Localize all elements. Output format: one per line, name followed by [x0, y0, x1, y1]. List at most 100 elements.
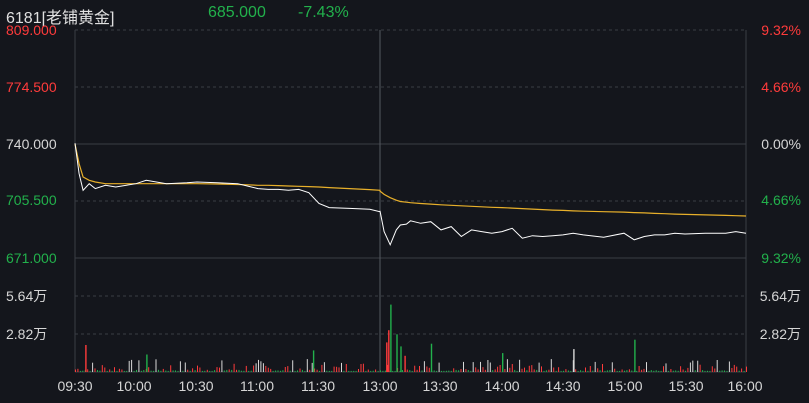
- volume-bar: [175, 370, 176, 372]
- volume-tick-label: 2.82万: [759, 326, 801, 342]
- volume-bar: [548, 369, 550, 372]
- volume-bar: [545, 370, 547, 372]
- volume-bar: [294, 370, 296, 372]
- volume-bar: [650, 370, 652, 372]
- volume-bar: [653, 370, 655, 372]
- volume-bar: [75, 369, 76, 372]
- volume-bar: [470, 370, 472, 372]
- volume-bar: [92, 362, 94, 372]
- volume-bar: [399, 370, 401, 372]
- volume-bar: [724, 370, 725, 372]
- price-tick-label: 705.500: [6, 192, 57, 208]
- volume-bar: [414, 365, 416, 372]
- volume-bar: [519, 359, 521, 372]
- volume-bar: [321, 364, 323, 372]
- volume-bar: [382, 370, 384, 372]
- volume-bar: [563, 370, 564, 372]
- volume-bar: [614, 368, 616, 372]
- stock-code-name: 6181[老铺黄金]: [6, 10, 115, 27]
- volume-bar: [687, 367, 689, 372]
- volume-bar: [411, 370, 413, 372]
- volume-bar: [404, 355, 406, 372]
- time-tick-label: 11:00: [240, 378, 274, 394]
- volume-bar: [728, 361, 730, 372]
- volume-bar: [621, 369, 623, 372]
- volume-bar: [538, 362, 540, 372]
- volume-bar: [111, 370, 113, 372]
- volume-bar: [79, 370, 81, 372]
- volume-bar: [358, 369, 359, 372]
- volume-bar: [82, 370, 84, 372]
- volume-bar: [582, 370, 584, 372]
- volume-bar: [689, 362, 691, 372]
- volume-bar: [611, 362, 613, 372]
- volume-bar: [604, 370, 606, 372]
- volume-bar: [221, 360, 223, 372]
- volume-bar: [109, 369, 111, 372]
- volume-bar: [143, 370, 145, 372]
- volume-bar: [430, 343, 433, 372]
- volume-bar: [360, 364, 362, 372]
- volume-bar: [309, 369, 311, 372]
- volume-bar: [467, 370, 469, 372]
- pct-tick-label: 0.00%: [761, 136, 801, 152]
- volume-bar: [304, 370, 306, 372]
- grid-lines: [74, 29, 747, 373]
- volume-bar: [697, 360, 699, 372]
- volume-bar: [167, 370, 169, 372]
- time-tick-label: 15:00: [607, 378, 643, 394]
- volume-bar: [301, 369, 303, 372]
- volume-bar: [670, 369, 672, 372]
- volume-bar: [148, 367, 150, 372]
- volume-bar: [716, 360, 718, 372]
- volume-bar: [387, 364, 389, 372]
- volume-bar: [114, 367, 115, 372]
- volume-bar: [565, 369, 567, 372]
- volume-bar: [677, 370, 679, 372]
- volume-bar: [714, 368, 716, 372]
- volume-bar: [443, 370, 445, 372]
- price-line: [74, 143, 747, 247]
- volume-bar: [77, 368, 79, 372]
- volume-bar: [450, 370, 452, 372]
- volume-bar: [672, 370, 674, 372]
- volume-bar: [372, 370, 374, 372]
- volume-bar: [101, 365, 103, 372]
- volume-bar: [423, 361, 425, 372]
- volume-bar: [89, 370, 91, 372]
- time-tick-label: 15:30: [668, 378, 704, 394]
- volume-bar: [528, 365, 530, 372]
- volume-bar: [192, 368, 194, 372]
- volume-bar: [189, 370, 191, 372]
- volume-bar: [226, 369, 228, 372]
- volume-bar: [675, 370, 677, 372]
- volume-bar: [348, 370, 350, 372]
- volume-bar: [194, 370, 196, 372]
- volume-bar: [465, 369, 467, 372]
- volume-bar: [336, 366, 338, 372]
- time-tick-label: 09:30: [57, 378, 93, 394]
- volume-bar: [570, 370, 572, 372]
- volume-bar: [711, 366, 713, 372]
- volume-bar: [616, 370, 618, 372]
- pct-tick-label: 4.66%: [761, 79, 801, 95]
- volume-bar: [223, 370, 225, 372]
- volume-bar: [455, 369, 457, 372]
- volume-bar: [599, 370, 601, 372]
- volume-bar: [480, 361, 481, 372]
- volume-bar: [741, 368, 743, 372]
- volume-bar: [384, 370, 386, 372]
- volume-bar: [240, 370, 242, 372]
- volume-bar: [97, 370, 98, 372]
- volume-bar: [421, 370, 423, 372]
- volume-bar: [253, 365, 255, 372]
- volume-bar: [477, 369, 479, 372]
- volume-bar: [602, 364, 603, 372]
- volume-bar: [248, 370, 250, 372]
- volume-bar: [526, 370, 528, 372]
- volume-bar: [280, 370, 281, 372]
- pct-tick-label: 9.32%: [761, 250, 801, 266]
- volume-bar: [209, 370, 211, 372]
- volume-bar: [328, 370, 330, 372]
- volume-bar: [184, 362, 186, 372]
